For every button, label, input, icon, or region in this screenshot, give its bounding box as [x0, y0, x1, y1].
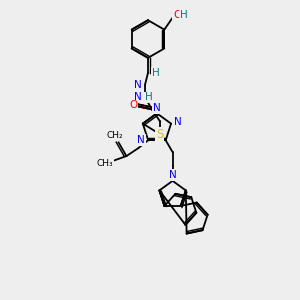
Text: CH₂: CH₂ — [106, 131, 123, 140]
Text: H: H — [145, 92, 153, 103]
Text: N: N — [169, 170, 176, 180]
Text: S: S — [156, 128, 164, 141]
Text: O: O — [129, 100, 137, 110]
Text: N: N — [174, 117, 182, 127]
Text: N: N — [137, 135, 145, 145]
Text: H: H — [180, 10, 188, 20]
Text: N: N — [153, 103, 161, 113]
Text: N: N — [134, 92, 142, 103]
Text: O: O — [173, 10, 181, 20]
Text: H: H — [152, 68, 160, 78]
Text: N: N — [134, 80, 142, 90]
Text: CH₃: CH₃ — [96, 158, 113, 167]
